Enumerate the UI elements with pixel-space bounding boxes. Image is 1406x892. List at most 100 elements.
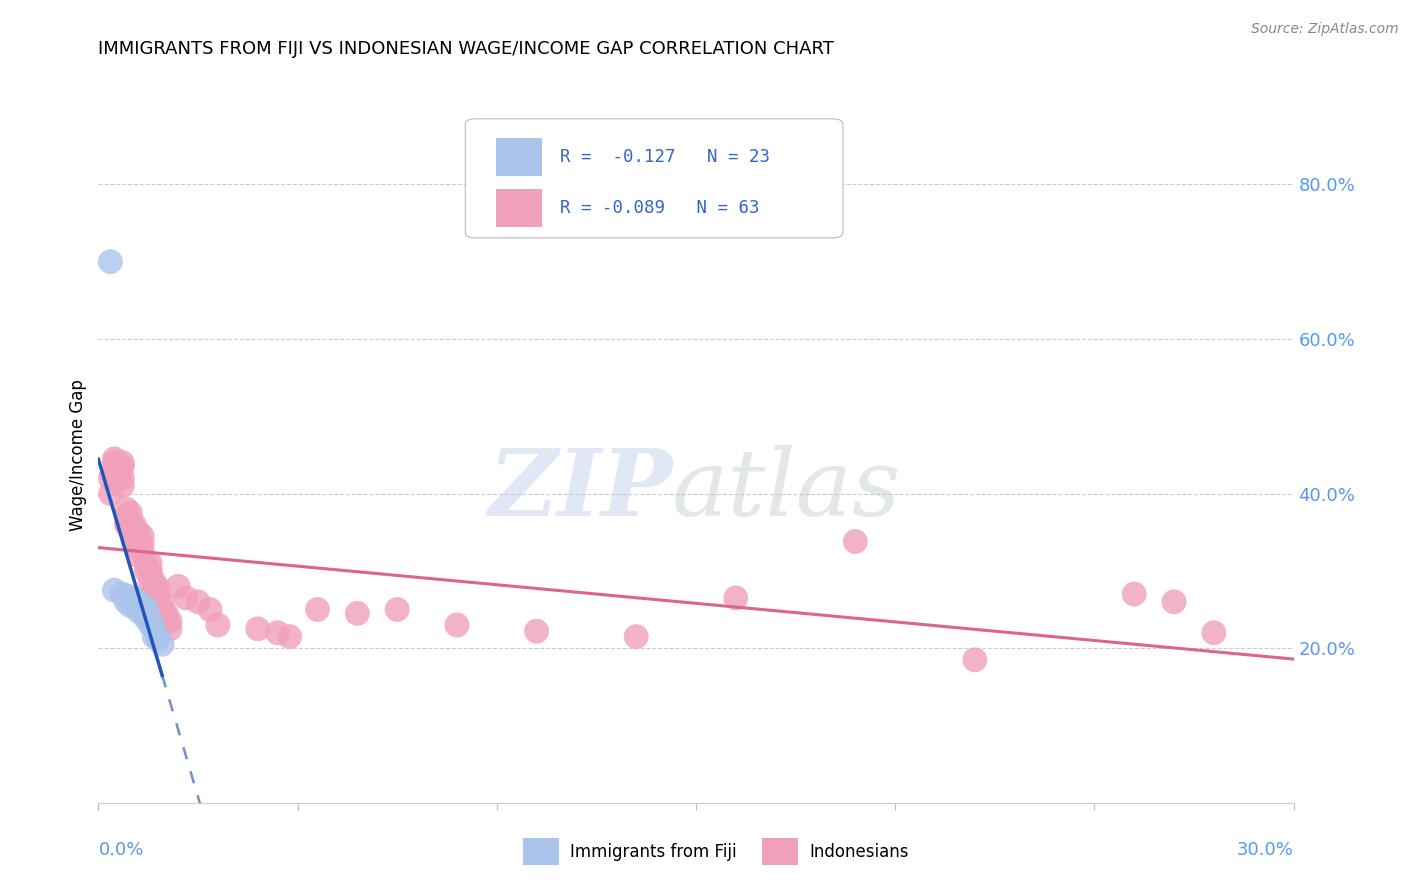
Point [127,604,149,618]
Text: 0.0%: 0.0% [98,841,143,859]
Point [111,587,134,601]
Point [127,601,149,615]
Point [98,254,122,268]
Point [159,622,181,636]
Point [148,581,170,595]
Point [139,612,162,626]
Point [307,602,329,616]
Point [124,517,146,532]
Point [148,591,170,605]
Point [1163,595,1185,609]
FancyBboxPatch shape [465,119,844,238]
Point [98,486,122,500]
Point [844,534,866,549]
Text: Source: ZipAtlas.com: Source: ZipAtlas.com [1251,22,1399,37]
Point [139,567,162,582]
FancyBboxPatch shape [496,188,541,227]
Text: atlas: atlas [672,445,901,534]
Point [187,595,209,609]
Text: 30.0%: 30.0% [1237,841,1294,859]
Point [278,630,301,644]
Point [111,479,134,493]
Point [124,533,146,547]
Point [127,533,149,547]
Point [135,564,157,578]
Point [143,630,166,644]
Point [155,607,177,621]
Point [115,509,138,524]
Text: R =  -0.127   N = 23: R = -0.127 N = 23 [560,148,769,166]
Point [346,607,368,621]
Point [127,595,149,609]
Point [139,556,162,570]
Point [135,608,157,623]
Point [120,521,142,535]
Text: ZIP: ZIP [488,445,672,534]
Point [385,602,409,616]
Point [1202,625,1225,640]
Point [127,525,149,540]
Point [115,589,138,603]
Point [724,591,747,605]
Point [120,591,142,605]
Point [124,596,146,610]
Point [167,579,190,593]
Point [115,502,138,516]
Point [120,599,142,613]
Point [124,525,146,540]
Point [1123,587,1146,601]
Point [150,637,173,651]
Point [131,529,153,543]
Point [267,625,290,640]
Point [143,622,166,636]
Point [111,471,134,485]
Point [98,471,122,485]
FancyBboxPatch shape [496,138,541,176]
Point [135,601,157,615]
Point [150,595,173,609]
Point [115,595,138,609]
Point [131,544,153,558]
Point [131,537,153,551]
Point [103,456,125,470]
FancyBboxPatch shape [762,838,797,865]
Point [103,451,125,466]
Point [111,456,134,470]
Text: R = -0.089   N = 63: R = -0.089 N = 63 [560,199,759,217]
Y-axis label: Wage/Income Gap: Wage/Income Gap [69,379,87,531]
Point [155,614,177,628]
Text: IMMIGRANTS FROM FIJI VS INDONESIAN WAGE/INCOME GAP CORRELATION CHART: IMMIGRANTS FROM FIJI VS INDONESIAN WAGE/… [98,40,834,58]
Point [526,624,548,639]
Point [107,467,129,482]
Point [207,618,229,632]
Point [135,612,157,626]
Point [143,575,166,590]
Text: Immigrants from Fiji: Immigrants from Fiji [571,843,737,861]
Text: Indonesians: Indonesians [810,843,910,861]
Point [148,632,170,646]
Point [120,514,142,528]
Point [624,630,647,644]
Point [127,549,149,563]
Point [139,564,162,578]
Point [103,463,125,477]
Point [135,556,157,570]
Point [139,575,162,590]
Point [198,602,221,616]
Point [246,622,269,636]
Point [139,618,162,632]
Point [131,599,153,613]
Point [174,591,197,605]
Point [446,618,468,632]
Point [103,583,125,598]
Point [124,591,146,605]
FancyBboxPatch shape [523,838,558,865]
Point [963,653,986,667]
Point [150,602,173,616]
Point [143,583,166,598]
Point [120,506,142,520]
Point [159,614,181,628]
Point [115,517,138,532]
Point [107,459,129,474]
Point [127,541,149,555]
